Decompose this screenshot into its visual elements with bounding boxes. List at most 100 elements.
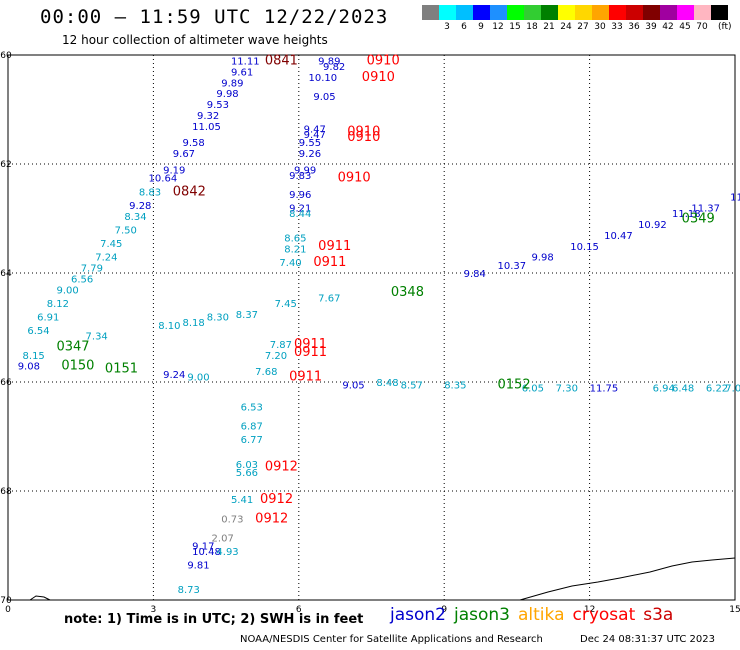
wave-height-reading: 11.18: [672, 209, 701, 220]
wave-height-reading: 9.83: [289, 171, 311, 182]
colorbar-label: 39: [645, 22, 657, 32]
wave-height-reading: 9.05: [313, 92, 335, 103]
colorbar-swatch: [541, 5, 558, 20]
axis-tick-labels: 60 62 64 66 68 700 3 6 9 12 15: [0, 51, 740, 615]
colorbar-label: 18: [526, 22, 538, 32]
wave-height-reading: 6.05: [522, 383, 544, 394]
wave-height-reading: 9.47: [304, 125, 326, 136]
colorbar-label: 30: [594, 22, 606, 32]
wave-height-reading: 9.26: [299, 149, 321, 160]
wave-height-reading: 10.92: [638, 220, 667, 231]
pass-time-label: 0912: [255, 511, 288, 526]
wave-height-reading: 8.65: [284, 234, 306, 245]
wave-height-reading: 6.91: [37, 313, 59, 324]
wave-height-reading: 2.07: [212, 533, 234, 544]
colorbar-label: 45: [679, 22, 691, 32]
wave-height-reading: 7.30: [556, 383, 578, 394]
lon-tick-label: 0: [5, 605, 11, 615]
map-frame: [7, 54, 736, 601]
lon-tick-label: 15: [729, 605, 740, 615]
lon-tick-label: 12: [584, 605, 595, 615]
lat-tick-label: 66: [0, 378, 12, 388]
wave-height-reading: 6.53: [241, 403, 263, 414]
wave-height-reading: 7.34: [86, 332, 108, 343]
lat-tick-label: 70: [0, 596, 12, 606]
wave-height-reading: 9.96: [289, 190, 311, 201]
wave-height-reading: 8.73: [178, 585, 200, 596]
wave-height-reading: 9.08: [18, 362, 40, 373]
satellite-name-jason2: jason2: [390, 605, 446, 625]
wave-height-reading: 8.35: [444, 381, 466, 392]
wave-height-reading: 10.15: [570, 242, 599, 253]
wave-height-reading: 9.17: [192, 542, 214, 553]
lat-tick-label: 68: [0, 487, 12, 497]
lat-lon-grid: [7, 54, 736, 601]
lat-tick-label: 62: [0, 160, 11, 170]
pass-time-label: 0349: [682, 212, 715, 227]
colorbar-swatch: [694, 5, 711, 20]
satellite-name-cryosat: cryosat: [572, 605, 636, 625]
wave-height-reading: 9.58: [182, 138, 204, 149]
pass-time-label: 0151: [105, 361, 138, 376]
wave-height-reading: 7.87: [270, 340, 292, 351]
colorbar-label: 36: [628, 22, 640, 32]
wave-height-reading: 4.93: [216, 547, 238, 558]
wave-height-reading: 9.81: [187, 561, 209, 572]
colorbar-label: 42: [662, 22, 674, 32]
wave-height-reading: 10.47: [604, 231, 633, 242]
wave-height-reading: 7.20: [265, 351, 287, 362]
colorbar-swatch: [711, 5, 728, 20]
wave-height-readings: 11.119.619.899.989.539.3211.059.589.679.…: [18, 53, 740, 596]
map-subtitle: 12 hour collection of altimeter wave hei…: [62, 33, 328, 47]
pass-time-label: 0911: [313, 255, 346, 270]
wave-height-reading: 11.75: [590, 383, 619, 394]
colorbar-swatch: [507, 5, 524, 20]
satellite-legend: jason2 jason3 altika cryosat s3a: [390, 605, 681, 625]
wave-height-reading: 7.50: [115, 225, 137, 236]
wave-height-reading: 8.21: [284, 244, 306, 255]
wave-height-reading: 6.77: [241, 435, 263, 446]
wave-height-reading: 7.24: [95, 253, 117, 264]
wave-height-reading: 9.84: [464, 269, 486, 280]
lon-tick-label: 9: [441, 605, 447, 615]
wave-height-reading: 9.82: [323, 62, 345, 73]
pass-time-label: 0348: [391, 285, 424, 300]
wave-height-reading: 8.37: [236, 310, 258, 321]
coastline-islet: [29, 595, 51, 601]
footer-note: note: 1) Time is in UTC; 2) SWH is in fe…: [64, 612, 364, 627]
colorbar-label: 3: [444, 22, 450, 32]
colorbar-swatch: [456, 5, 473, 20]
wave-height-reading: 9.53: [207, 100, 229, 111]
wave-height-reading: 8.44: [289, 209, 311, 220]
pass-time-label: 0910: [362, 70, 395, 85]
pass-time-label: 0911: [289, 370, 322, 385]
wave-height-reading: 11.11: [231, 56, 260, 67]
wave-height-reading: 9.89: [318, 56, 340, 67]
wave-height-reading: 9.32: [197, 111, 219, 122]
colorbar-label: 6: [461, 22, 467, 32]
wave-height-reading: 9.47: [304, 130, 326, 141]
colorbar-label: 15: [509, 22, 521, 32]
wave-height-reading: 9.98: [531, 253, 553, 264]
lat-tick-label: 64: [0, 269, 12, 279]
colorbar-swatch: [439, 5, 456, 20]
wave-height-reading: 6.22: [706, 383, 728, 394]
wave-height-reading: 8.57: [401, 381, 423, 392]
colorbar-unit: (ft): [718, 22, 732, 32]
wave-height-reading: 10.10: [308, 73, 337, 84]
wave-height-reading: 7.01: [725, 383, 740, 394]
wave-height-reading: 11.05: [192, 122, 221, 133]
wave-height-reading: 8.30: [207, 313, 229, 324]
coastline: [29, 557, 736, 601]
pass-time-label: 0911: [294, 345, 327, 360]
colorbar-swatch: [473, 5, 490, 20]
wave-height-reading: 9.24: [163, 370, 185, 381]
colorbar-swatch: [643, 5, 660, 20]
wave-height-reading: 7.45: [100, 239, 122, 250]
wave-height-reading: 9.98: [216, 89, 238, 100]
wave-height-reading: 8.12: [47, 299, 69, 310]
wave-height-reading: 9.28: [129, 201, 151, 212]
colorbar-swatch: [660, 5, 677, 20]
wave-height-reading: 9.99: [294, 165, 316, 176]
